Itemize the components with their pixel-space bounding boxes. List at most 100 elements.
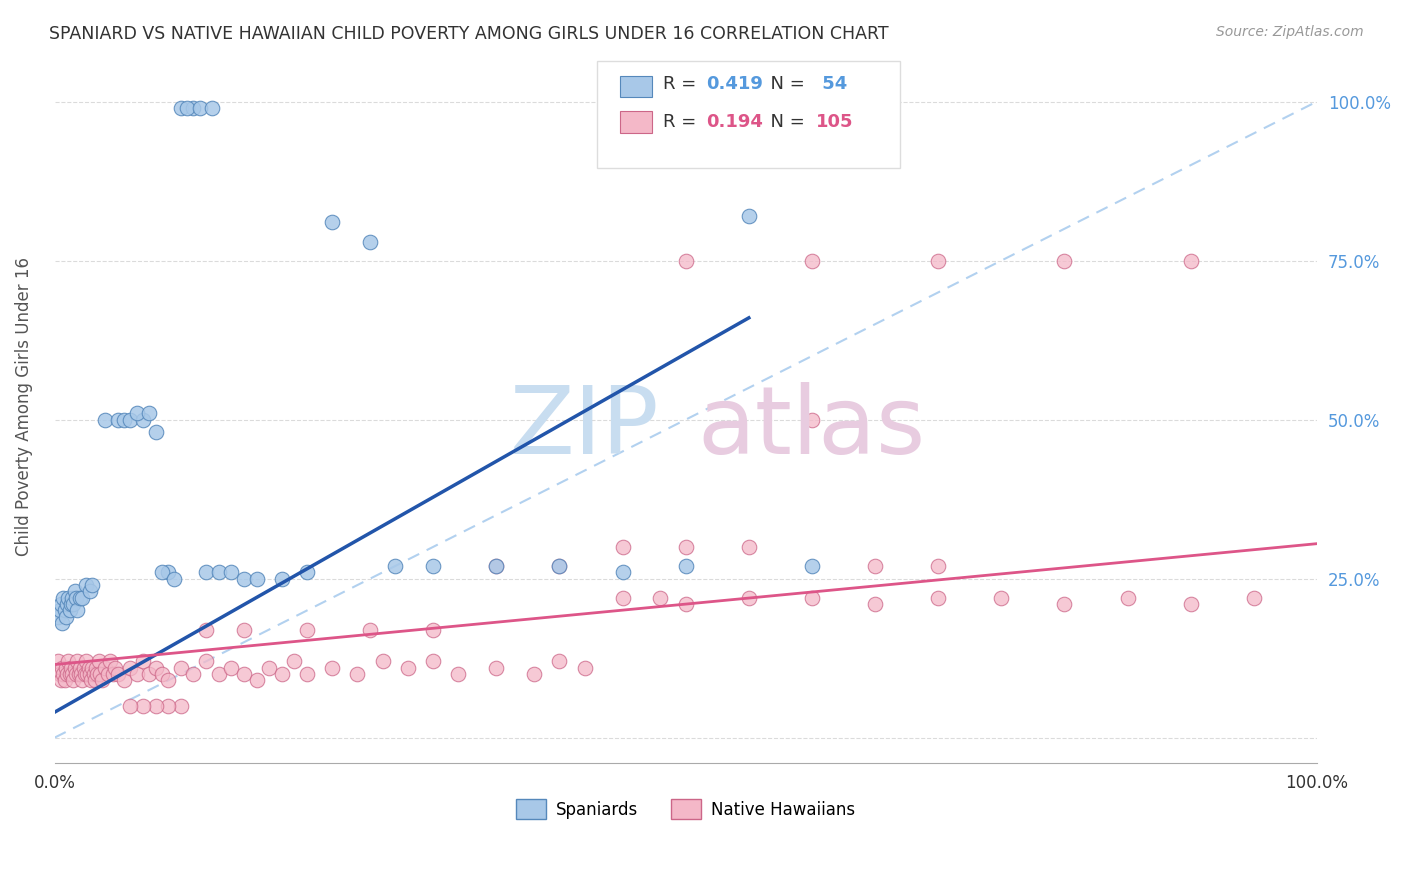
Point <box>63 661 86 675</box>
Point <box>120 661 142 675</box>
Point <box>86 667 108 681</box>
Point <box>52 591 75 605</box>
Point <box>75 578 97 592</box>
Point <box>800 591 823 605</box>
Text: R =: R = <box>664 113 702 131</box>
Point <box>87 654 110 668</box>
Point <box>62 597 84 611</box>
Point <box>183 101 205 115</box>
Point <box>548 558 571 573</box>
Bar <box>620 112 651 133</box>
Point <box>295 623 318 637</box>
Point <box>67 667 90 681</box>
Point <box>120 412 142 426</box>
Point <box>150 566 173 580</box>
Text: R =: R = <box>664 75 702 93</box>
Point <box>612 540 634 554</box>
Point <box>55 661 77 675</box>
Point <box>66 603 89 617</box>
Point <box>548 558 571 573</box>
Point <box>75 654 97 668</box>
Point <box>1053 597 1076 611</box>
Point <box>295 667 318 681</box>
Point <box>485 558 508 573</box>
Point <box>79 584 101 599</box>
Point <box>51 616 73 631</box>
Point <box>195 654 218 668</box>
Legend: Spaniards, Native Hawaiians: Spaniards, Native Hawaiians <box>509 792 862 826</box>
Point <box>145 661 167 675</box>
Point <box>60 667 83 681</box>
Point <box>384 558 406 573</box>
Point <box>72 661 94 675</box>
Point <box>138 667 160 681</box>
Point <box>863 597 886 611</box>
Point <box>101 667 124 681</box>
Point <box>232 572 254 586</box>
Point <box>485 661 508 675</box>
Point <box>125 406 148 420</box>
Text: 105: 105 <box>815 113 853 131</box>
Point <box>927 558 949 573</box>
Point <box>84 673 107 688</box>
Point <box>46 610 69 624</box>
Point <box>201 101 224 115</box>
Point <box>125 667 148 681</box>
Point <box>650 591 672 605</box>
Point <box>245 673 267 688</box>
Point <box>1053 253 1076 268</box>
Y-axis label: Child Poverty Among Girls Under 16: Child Poverty Among Girls Under 16 <box>15 258 32 557</box>
Point <box>150 667 173 681</box>
Point <box>52 667 75 681</box>
Text: N =: N = <box>759 75 810 93</box>
Point <box>56 597 79 611</box>
Point <box>176 101 198 115</box>
Point <box>112 412 135 426</box>
Point <box>48 603 70 617</box>
Point <box>612 591 634 605</box>
Point <box>232 667 254 681</box>
Point <box>80 673 103 688</box>
Point <box>447 667 470 681</box>
Point <box>183 667 205 681</box>
Text: 54: 54 <box>815 75 846 93</box>
Point <box>738 209 761 223</box>
Point <box>396 661 419 675</box>
Point <box>82 661 104 675</box>
Point <box>321 661 343 675</box>
Point <box>69 591 91 605</box>
Point <box>422 654 444 668</box>
Point <box>72 673 94 688</box>
Text: N =: N = <box>759 113 810 131</box>
Point <box>195 623 218 637</box>
Point <box>612 566 634 580</box>
Point <box>195 566 218 580</box>
Point <box>84 661 107 675</box>
Point <box>73 667 96 681</box>
Point <box>59 597 82 611</box>
Point <box>800 253 823 268</box>
Point <box>48 667 70 681</box>
Point <box>170 698 193 713</box>
Point <box>82 578 104 592</box>
Point <box>58 591 80 605</box>
Point <box>800 558 823 573</box>
Point <box>157 566 180 580</box>
Point <box>59 661 82 675</box>
Point <box>927 591 949 605</box>
Point <box>927 253 949 268</box>
Point <box>675 597 697 611</box>
Point <box>270 572 292 586</box>
Bar <box>620 76 651 97</box>
Point <box>59 667 82 681</box>
Point <box>63 584 86 599</box>
Point <box>76 667 98 681</box>
Point <box>107 667 129 681</box>
Point <box>270 667 292 681</box>
Point <box>232 623 254 637</box>
Point <box>157 673 180 688</box>
Point <box>132 654 155 668</box>
Point <box>170 661 193 675</box>
Point <box>112 673 135 688</box>
Point <box>104 661 127 675</box>
